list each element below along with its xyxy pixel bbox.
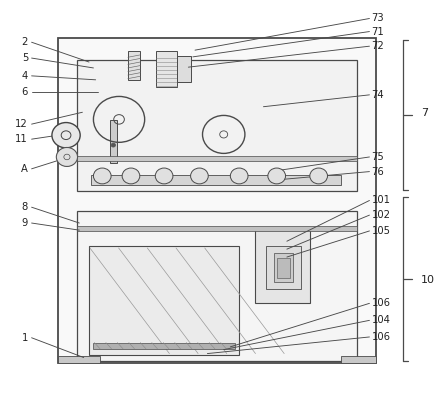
Circle shape bbox=[56, 147, 78, 166]
Bar bbox=[93, 343, 235, 349]
Bar bbox=[266, 246, 301, 289]
Bar bbox=[110, 120, 117, 163]
Circle shape bbox=[52, 123, 80, 148]
Text: 4: 4 bbox=[22, 71, 28, 81]
Bar bbox=[177, 56, 191, 82]
Bar bbox=[58, 38, 376, 363]
Bar bbox=[77, 226, 357, 231]
Bar bbox=[255, 230, 310, 303]
Text: 73: 73 bbox=[372, 13, 384, 23]
Text: 12: 12 bbox=[16, 119, 28, 129]
Circle shape bbox=[155, 168, 173, 184]
Bar bbox=[156, 50, 177, 87]
Text: 11: 11 bbox=[16, 134, 28, 144]
Circle shape bbox=[190, 168, 208, 184]
Text: 9: 9 bbox=[22, 218, 28, 228]
Text: 5: 5 bbox=[22, 53, 28, 63]
Bar bbox=[77, 211, 357, 362]
Text: 101: 101 bbox=[372, 195, 391, 206]
Bar bbox=[77, 156, 357, 161]
Text: 106: 106 bbox=[372, 332, 391, 342]
Circle shape bbox=[122, 168, 140, 184]
Text: 76: 76 bbox=[372, 167, 385, 177]
Text: A: A bbox=[21, 164, 28, 174]
Bar bbox=[77, 60, 357, 191]
Text: 104: 104 bbox=[372, 315, 391, 326]
Text: 71: 71 bbox=[372, 27, 385, 37]
Text: 10: 10 bbox=[421, 275, 435, 285]
Bar bbox=[58, 356, 100, 363]
Text: 8: 8 bbox=[22, 202, 28, 212]
Text: 2: 2 bbox=[22, 37, 28, 47]
Text: 74: 74 bbox=[372, 90, 384, 100]
Text: 102: 102 bbox=[372, 210, 391, 220]
Text: 106: 106 bbox=[372, 298, 391, 308]
Text: 1: 1 bbox=[22, 333, 28, 343]
Bar bbox=[274, 253, 293, 282]
Bar bbox=[91, 175, 341, 185]
Bar bbox=[341, 356, 376, 363]
Circle shape bbox=[310, 168, 327, 184]
Text: 75: 75 bbox=[372, 152, 385, 162]
Circle shape bbox=[230, 168, 248, 184]
Text: 7: 7 bbox=[421, 108, 428, 118]
Circle shape bbox=[93, 168, 111, 184]
Text: 6: 6 bbox=[22, 87, 28, 98]
Bar bbox=[277, 258, 290, 278]
Text: 72: 72 bbox=[372, 41, 385, 51]
Bar bbox=[89, 246, 239, 355]
Bar bbox=[61, 129, 73, 143]
Bar bbox=[57, 134, 77, 139]
Circle shape bbox=[111, 143, 116, 147]
Text: 105: 105 bbox=[372, 226, 391, 236]
Bar bbox=[128, 51, 140, 80]
Circle shape bbox=[268, 168, 286, 184]
